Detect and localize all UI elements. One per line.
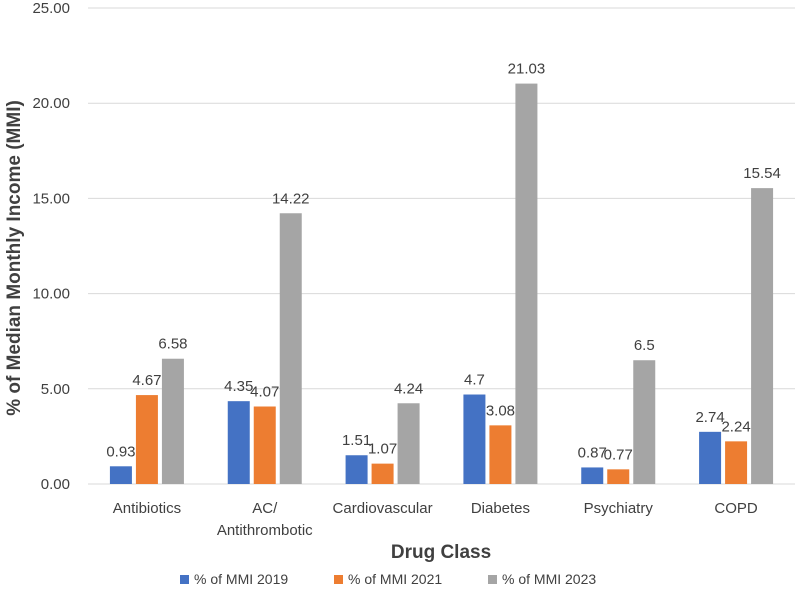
category-label: Antibiotics	[113, 500, 181, 517]
data-label: 3.08	[486, 402, 515, 419]
bar	[109, 466, 132, 484]
legend-label: % of MMI 2019	[194, 571, 288, 587]
bar	[397, 403, 420, 484]
data-label: 1.07	[368, 441, 397, 458]
category-label: AC/	[252, 500, 278, 517]
legend-swatch	[180, 575, 189, 584]
bars	[109, 83, 774, 484]
bar	[751, 188, 774, 484]
bar	[371, 463, 394, 484]
y-tick-label: 20.00	[32, 95, 70, 112]
legend-swatch	[488, 575, 497, 584]
bar	[253, 406, 276, 484]
bar	[345, 455, 368, 484]
bar	[227, 401, 250, 484]
bar	[279, 213, 302, 484]
bar	[463, 394, 486, 484]
data-label: 15.54	[743, 165, 781, 182]
bar	[161, 358, 184, 484]
legend-label: % of MMI 2021	[348, 571, 442, 587]
y-tick-label: 10.00	[32, 286, 70, 303]
y-axis-ticks: 0.00 5.00 10.00 15.00 20.00 25.00	[32, 0, 70, 493]
data-label: 4.07	[250, 384, 279, 401]
category-label: COPD	[714, 500, 758, 517]
data-labels: 0.93 4.35 1.51 4.7 0.87 2.74 4.67 4.07 1.07 3.08 0…	[106, 61, 781, 464]
y-axis-title: % of Median Monthly Income (MMI)	[4, 100, 25, 416]
data-label: 0.87	[578, 444, 607, 461]
bar	[581, 467, 604, 484]
data-label: 0.77	[604, 446, 633, 463]
bar	[725, 441, 748, 484]
bar	[607, 469, 630, 484]
data-label: 4.67	[132, 372, 161, 389]
bar	[489, 425, 512, 484]
legend: % of MMI 2019 % of MMI 2021 % of MMI 2023	[180, 571, 596, 587]
data-label: 0.93	[106, 443, 135, 460]
data-label: 4.7	[464, 372, 485, 389]
y-tick-label: 15.00	[32, 190, 70, 207]
data-label: 6.5	[634, 337, 655, 354]
category-label: Psychiatry	[584, 500, 654, 517]
legend-label: % of MMI 2023	[502, 571, 596, 587]
category-label: Diabetes	[471, 500, 530, 517]
legend-swatch	[334, 575, 343, 584]
x-axis-title: Drug Class	[391, 542, 491, 563]
data-label: 1.51	[342, 432, 371, 449]
data-label: 14.22	[272, 190, 310, 207]
data-label: 2.74	[695, 409, 724, 426]
category-label: Cardiovascular	[333, 500, 433, 517]
category-label: Antithrombotic	[217, 522, 313, 539]
x-axis-categories: Antibiotics AC/Antithrombotic Cardiovascul…	[113, 500, 758, 539]
data-label: 21.03	[508, 61, 546, 78]
bar	[699, 431, 722, 484]
y-tick-label: 0.00	[41, 476, 70, 493]
bar	[515, 83, 538, 484]
data-label: 4.24	[394, 380, 423, 397]
data-label: 4.35	[224, 378, 253, 395]
bar	[135, 395, 158, 484]
data-label: 6.58	[158, 336, 187, 353]
bar	[633, 360, 656, 484]
data-label: 2.24	[721, 418, 750, 435]
y-tick-label: 25.00	[32, 0, 70, 17]
y-tick-label: 5.00	[41, 381, 70, 398]
gridlines	[88, 7, 795, 485]
